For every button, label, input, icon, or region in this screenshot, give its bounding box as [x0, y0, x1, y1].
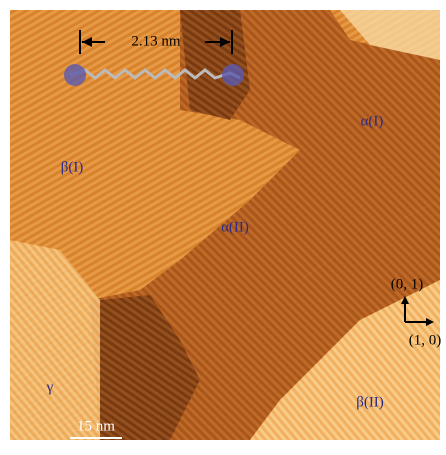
domain-label: α(II): [221, 219, 249, 235]
domain-label: β(II): [356, 394, 384, 410]
scale-label: 15 nm: [77, 418, 115, 434]
stm-image: 2.13 nm α(I) β(I) α(II) γ β(II) (0, 1) (…: [0, 0, 446, 450]
axis-label: (1, 0): [409, 332, 442, 348]
domain-label: γ: [46, 379, 54, 395]
domain-label: β(I): [61, 159, 84, 175]
domain-label: α(I): [361, 113, 384, 129]
length-label: 2.13 nm: [131, 33, 181, 49]
axis-label: (0, 1): [391, 276, 424, 292]
